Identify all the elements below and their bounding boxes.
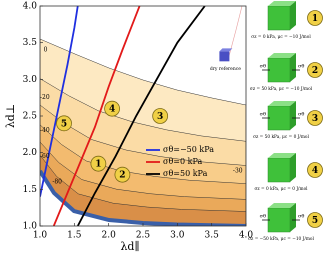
- contour-label: -80: [52, 179, 62, 186]
- panel-caption: σz = 0 kPa, μc = −10 J/mol: [251, 35, 311, 40]
- panel-caption: σz = 50 kPa, μc = −10 J/mol: [250, 87, 313, 92]
- state-marker-label: 2: [119, 171, 125, 181]
- cube-top: [268, 101, 296, 106]
- panel-number: 1: [312, 14, 318, 24]
- cube-top: [268, 203, 296, 208]
- side-label: σθ: [260, 214, 266, 220]
- cube-top: [268, 53, 296, 58]
- series-line: [52, 6, 141, 226]
- x-tick-label: 4.0: [239, 231, 254, 241]
- side-label: σθ: [298, 64, 304, 70]
- y-tick-label: 1.0: [23, 222, 38, 232]
- panel-number: 3: [312, 114, 318, 124]
- legend-label: σθ=50 kPa: [163, 169, 208, 178]
- x-tick-label: 1.5: [67, 231, 82, 241]
- cube-side: [290, 101, 296, 130]
- legend-label: σθ=0 kPa: [163, 157, 202, 166]
- cube-top: [268, 153, 296, 158]
- state-marker: [114, 166, 131, 183]
- panel-number-badge: [307, 62, 323, 78]
- y-tick-label: 2.5: [23, 112, 38, 122]
- state-marker-label: 3: [157, 112, 163, 122]
- side-label: σθ: [260, 112, 266, 118]
- y-axis-label: λd⊥: [4, 104, 17, 128]
- contour-label: -20: [40, 94, 50, 101]
- panel-number-badge: [307, 10, 323, 26]
- y-tick-label: 4.0: [23, 2, 38, 12]
- side-label: σθ: [298, 112, 304, 118]
- contour-label: -30: [233, 168, 243, 175]
- cube-side: [290, 203, 296, 232]
- cube-front: [267, 157, 291, 183]
- state-marker-label: 5: [61, 119, 67, 129]
- panel-number-badge: [307, 110, 323, 126]
- panel-number: 5: [312, 216, 318, 226]
- x-tick-label: 2.5: [136, 231, 151, 241]
- cube-top: [268, 1, 296, 6]
- state-marker: [152, 108, 169, 124]
- series-line: [40, 6, 79, 197]
- panel-caption: σz = 0 kPa, μc = 0 J/mol: [254, 187, 308, 192]
- side-label: σθ: [260, 64, 266, 70]
- cube-side: [290, 1, 296, 30]
- x-tick-label: 3.0: [170, 231, 185, 241]
- cube-front: [267, 105, 291, 131]
- series-line: [76, 6, 206, 226]
- state-marker: [90, 155, 107, 172]
- panel-caption: σz = 50 kPa, μc = 0 J/mol: [253, 135, 309, 140]
- side-panels: 1 σz = 0 kPa, μc = −10 J/mol 2 σz = 50 kPa,…: [248, 1, 323, 242]
- panel-number-badge: [307, 212, 323, 228]
- legend: σθ=−50 kPa σθ=0 kPa σθ=50 kPa: [146, 145, 214, 178]
- y-tick-label: 1.5: [23, 185, 38, 195]
- y-tick-label: 3.0: [23, 75, 38, 85]
- cube-front: [267, 57, 291, 83]
- state-marker: [56, 115, 72, 132]
- panel-number: 2: [312, 66, 318, 76]
- legend-label: σθ=−50 kPa: [163, 145, 214, 154]
- annotation: dry reference: [210, 66, 241, 72]
- x-axis-label: λd∥: [120, 240, 139, 253]
- axes: 1.0 1.5 2.0 2.5 3.0 3.5 4.0 1.0 1.5 2.0 2.5 3.0 3.5 4…: [23, 2, 254, 241]
- x-tick-label: 3.5: [205, 231, 220, 241]
- annotations: 0 -20 -40 -60 -80 -30 dry reference 1 2 3 4 5: [40, 47, 243, 186]
- y-tick-label: 2.0: [23, 148, 38, 158]
- dry-reference-top: [219, 48, 233, 52]
- plot-area: [40, 6, 206, 226]
- cube-side: [290, 53, 296, 82]
- panel-caption: σz = −50 kPa, μc = −10 J/mol: [248, 237, 314, 242]
- side-label: σθ: [298, 214, 304, 220]
- state-marker-label: 4: [109, 105, 115, 115]
- state-marker: [104, 100, 120, 117]
- cube-side: [290, 153, 296, 182]
- contour-label: 0: [44, 47, 48, 54]
- x-tick-label: 1.0: [33, 231, 48, 241]
- contour-label: -40: [40, 127, 50, 134]
- contour-label: -60: [40, 153, 50, 160]
- x-tick-label: 2.0: [102, 231, 117, 241]
- y-tick-label: 3.5: [23, 38, 38, 48]
- panel-number: 4: [312, 166, 318, 176]
- dry-reference-cube: [219, 51, 230, 62]
- panel-number-badge: [307, 162, 323, 178]
- cube-front: [267, 5, 291, 31]
- state-marker-label: 1: [95, 160, 101, 170]
- cube-front: [267, 207, 291, 233]
